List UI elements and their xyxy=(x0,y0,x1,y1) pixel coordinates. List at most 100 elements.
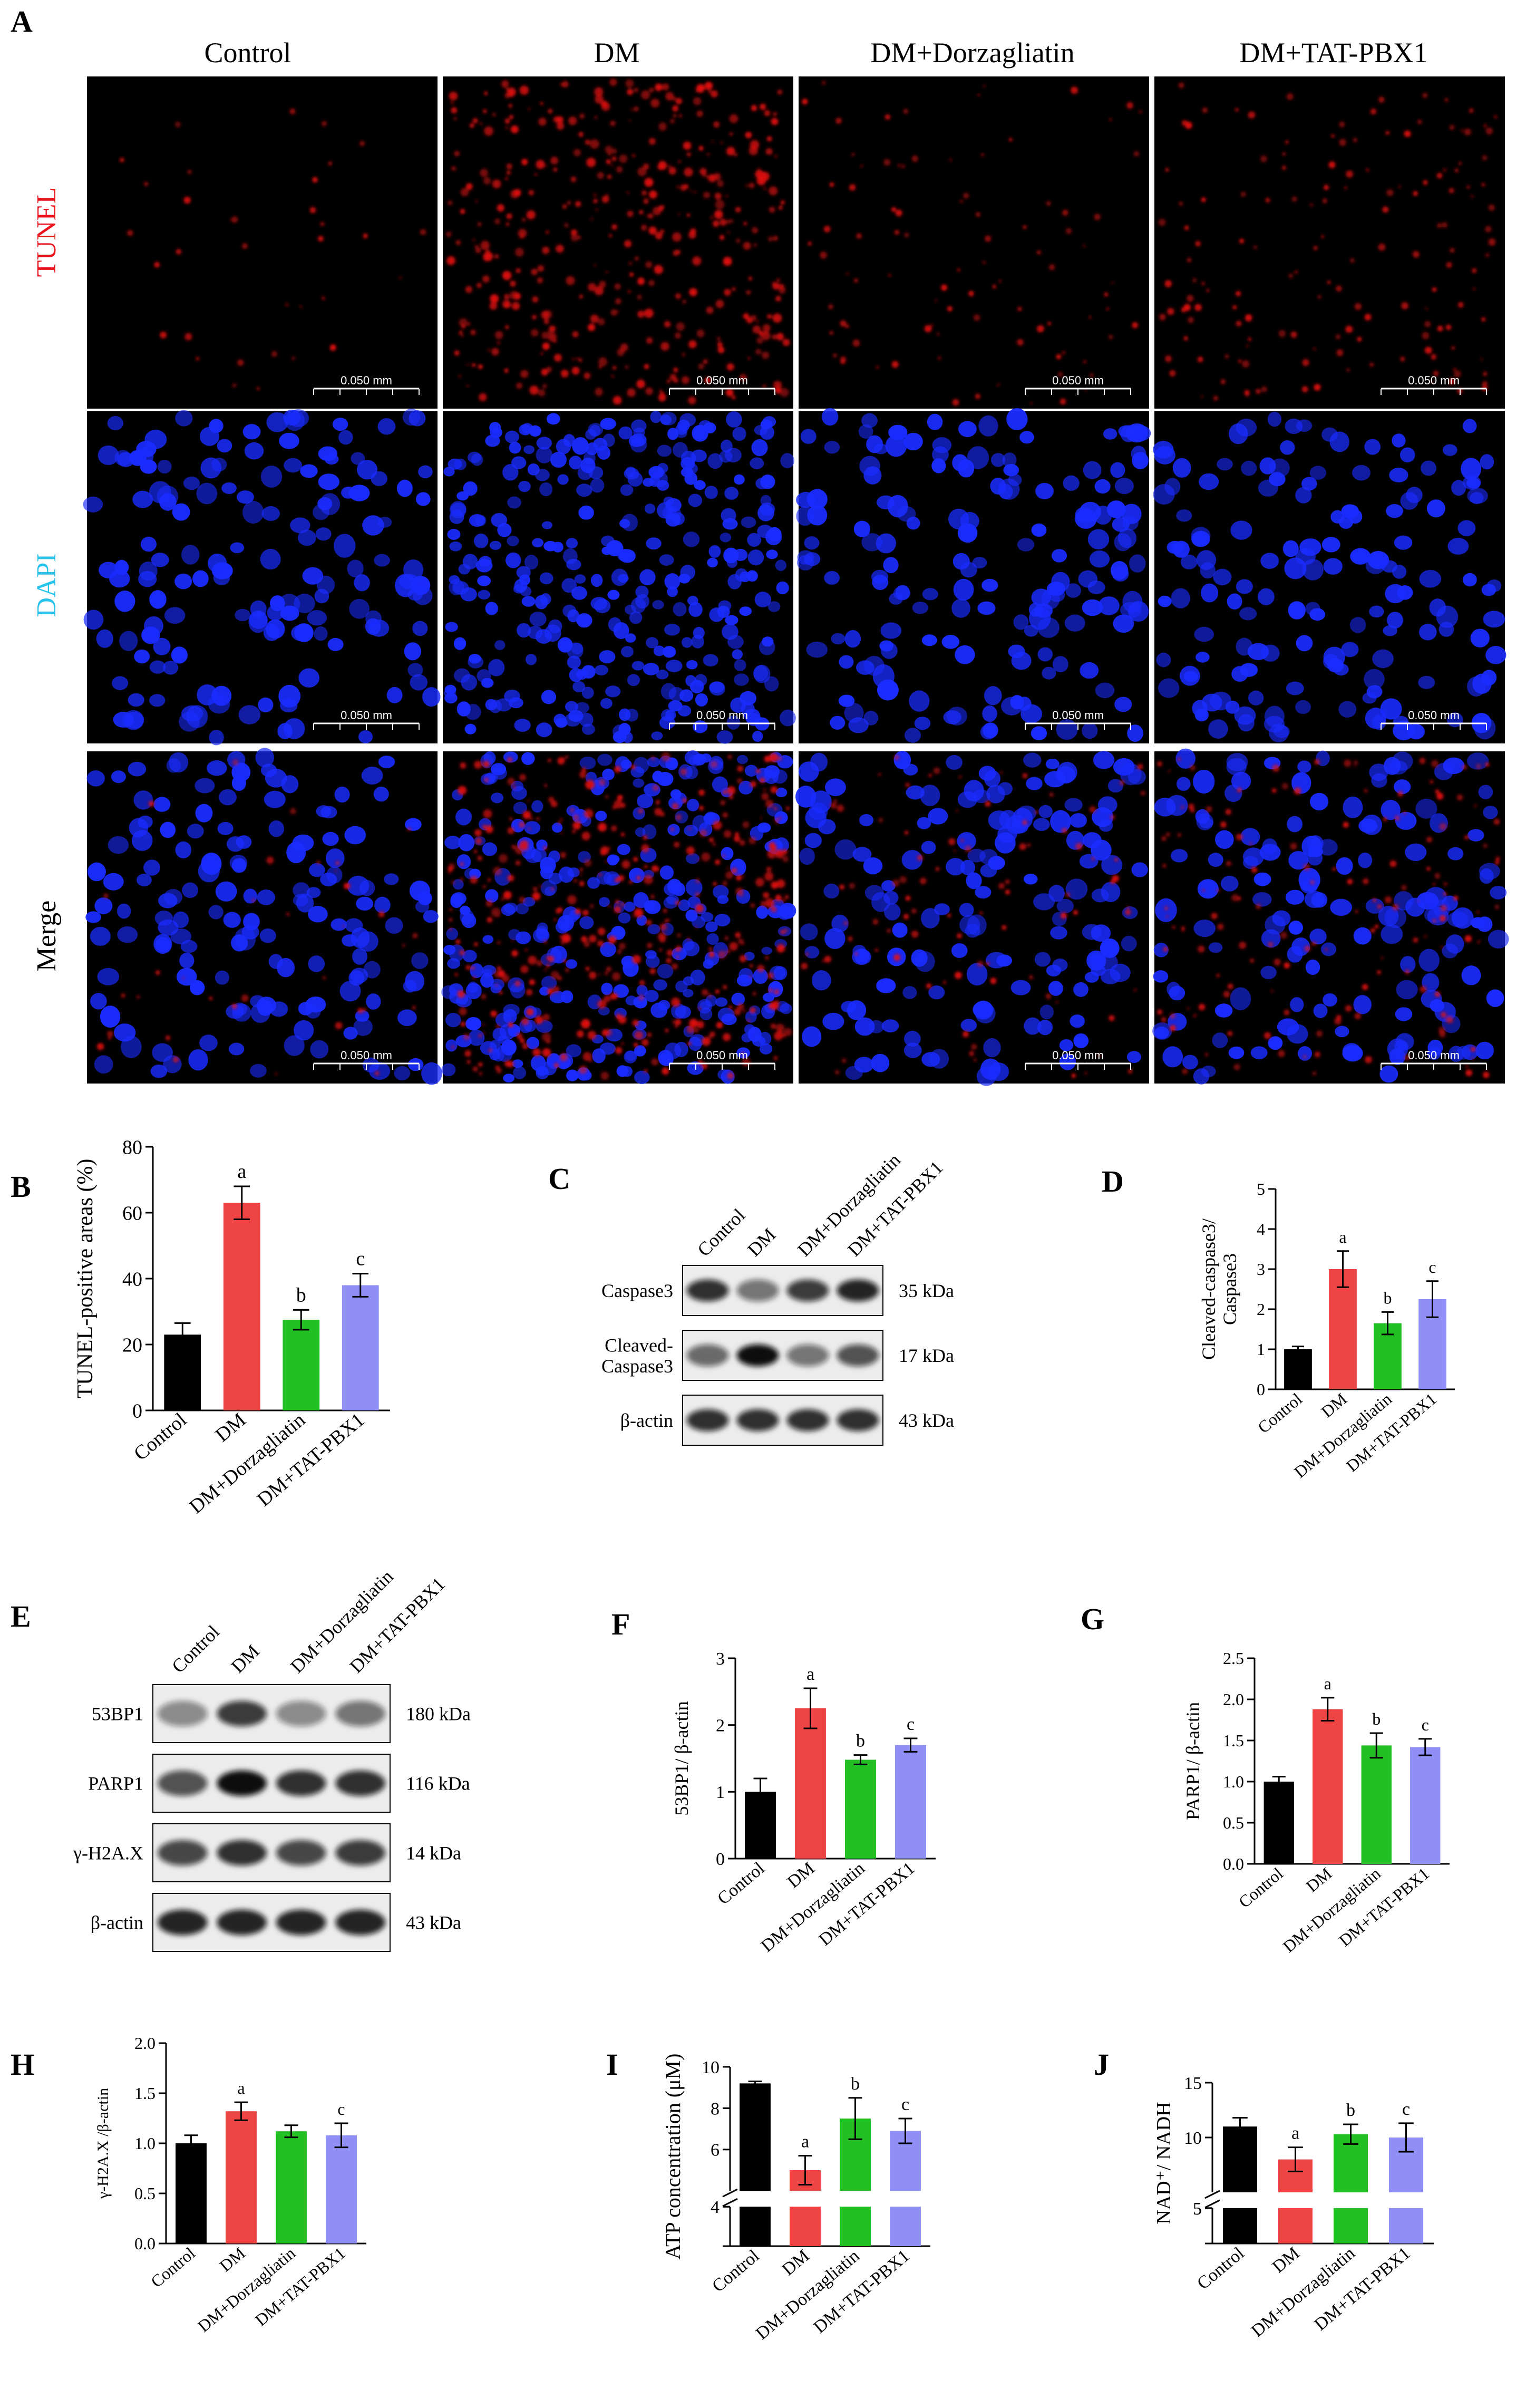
tunel-spot xyxy=(1495,857,1500,861)
tunel-spot xyxy=(729,942,738,951)
tunel-spot xyxy=(1353,138,1357,142)
tunel-spot xyxy=(1382,206,1389,213)
tunel-spot xyxy=(495,331,503,340)
tunel-spot xyxy=(1128,1069,1133,1074)
tunel-spot xyxy=(715,200,725,209)
nucleus xyxy=(182,882,199,898)
tunel-spot xyxy=(1345,325,1353,333)
tunel-spot xyxy=(621,860,630,869)
nucleus xyxy=(752,731,763,742)
tunel-spot xyxy=(614,766,621,773)
nucleus xyxy=(243,888,258,904)
tunel-spot xyxy=(1363,878,1369,885)
nucleus xyxy=(848,717,869,733)
nucleus xyxy=(1383,625,1397,636)
nucleus xyxy=(1230,520,1252,540)
nucleus xyxy=(465,1017,482,1031)
tunel-spot xyxy=(892,879,900,887)
tunel-spot xyxy=(670,119,675,123)
tunel-spot xyxy=(564,223,569,228)
nucleus xyxy=(1438,622,1454,637)
tunel-spot xyxy=(560,370,569,378)
tunel-spot xyxy=(878,818,883,823)
y-tick-label: 1.0 xyxy=(134,2134,155,2153)
tunel-spot xyxy=(893,954,901,961)
error-bar xyxy=(334,2122,348,2149)
nucleus xyxy=(357,459,378,480)
tunel-spot xyxy=(1494,860,1500,865)
tunel-spot xyxy=(1346,170,1353,178)
tunel-spot xyxy=(607,846,611,850)
tunel-spot xyxy=(674,1001,679,1007)
nucleus xyxy=(675,980,688,993)
nucleus xyxy=(1258,479,1278,497)
nucleus xyxy=(658,1000,670,1011)
nucleus xyxy=(759,502,775,516)
tunel-spot xyxy=(1158,218,1166,226)
tunel-spot xyxy=(477,222,482,227)
nucleus xyxy=(586,442,598,456)
nucleus xyxy=(1448,1046,1464,1062)
panel-letter-f: F xyxy=(611,1607,630,1641)
tunel-spot xyxy=(471,966,475,970)
tunel-spot xyxy=(998,883,1005,889)
tunel-spot xyxy=(726,950,730,954)
tunel-spot xyxy=(737,765,744,772)
tunel-spot xyxy=(1304,945,1311,952)
tunel-spot xyxy=(493,866,502,876)
nucleus xyxy=(1226,758,1247,776)
tunel-spot xyxy=(572,331,579,338)
nucleus xyxy=(215,970,229,985)
error-bar xyxy=(1398,2122,1414,2153)
nucleus xyxy=(1094,479,1111,494)
nucleus xyxy=(139,561,158,581)
nucleus xyxy=(562,604,577,617)
nucleus xyxy=(1358,818,1378,833)
tunel-spot xyxy=(695,904,704,913)
tunel-spot xyxy=(449,908,453,912)
nucleus xyxy=(355,1010,370,1022)
tunel-spot xyxy=(675,98,683,104)
tunel-spot xyxy=(891,207,897,212)
tunel-spot xyxy=(773,807,777,810)
panel-letter-h: H xyxy=(11,2047,34,2082)
tunel-signal xyxy=(1157,757,1500,1078)
nucleus xyxy=(1394,779,1411,795)
tunel-spot xyxy=(977,960,984,967)
nucleus xyxy=(134,649,150,664)
tunel-spot xyxy=(572,821,581,830)
tunel-spot xyxy=(675,948,678,952)
nucleus xyxy=(481,969,493,977)
tunel-spot xyxy=(677,933,681,937)
tunel-spot xyxy=(590,217,594,221)
y-tick-label: 1.0 xyxy=(1223,1772,1244,1791)
tunel-spot xyxy=(992,284,997,289)
tunel-spot xyxy=(1453,895,1459,901)
nucleus xyxy=(693,626,705,639)
tunel-spot xyxy=(520,1038,525,1043)
tunel-spot xyxy=(1424,935,1427,938)
tunel-spot xyxy=(661,752,671,762)
tunel-spot xyxy=(742,821,750,828)
nucleus xyxy=(1213,568,1232,586)
nucleus xyxy=(1366,558,1385,574)
tunel-spot xyxy=(1167,307,1174,315)
tunel-spot xyxy=(507,827,514,835)
nucleus xyxy=(967,914,987,936)
blot-band xyxy=(276,1840,326,1866)
nucleus xyxy=(569,456,582,470)
tunel-spot xyxy=(543,940,548,944)
nucleus xyxy=(643,663,659,675)
tunel-spot xyxy=(650,99,660,108)
nucleus xyxy=(1193,769,1215,794)
nucleus xyxy=(231,775,246,791)
nucleus xyxy=(717,895,729,904)
tunel-spot xyxy=(542,342,550,350)
protein-label: β-actin xyxy=(91,1912,143,1933)
tunel-spot xyxy=(730,219,734,223)
tunel-spot xyxy=(659,229,665,234)
nucleus xyxy=(1114,697,1132,712)
tunel-spot xyxy=(716,1022,723,1029)
tunel-spot xyxy=(585,139,590,145)
nucleus xyxy=(541,690,557,704)
